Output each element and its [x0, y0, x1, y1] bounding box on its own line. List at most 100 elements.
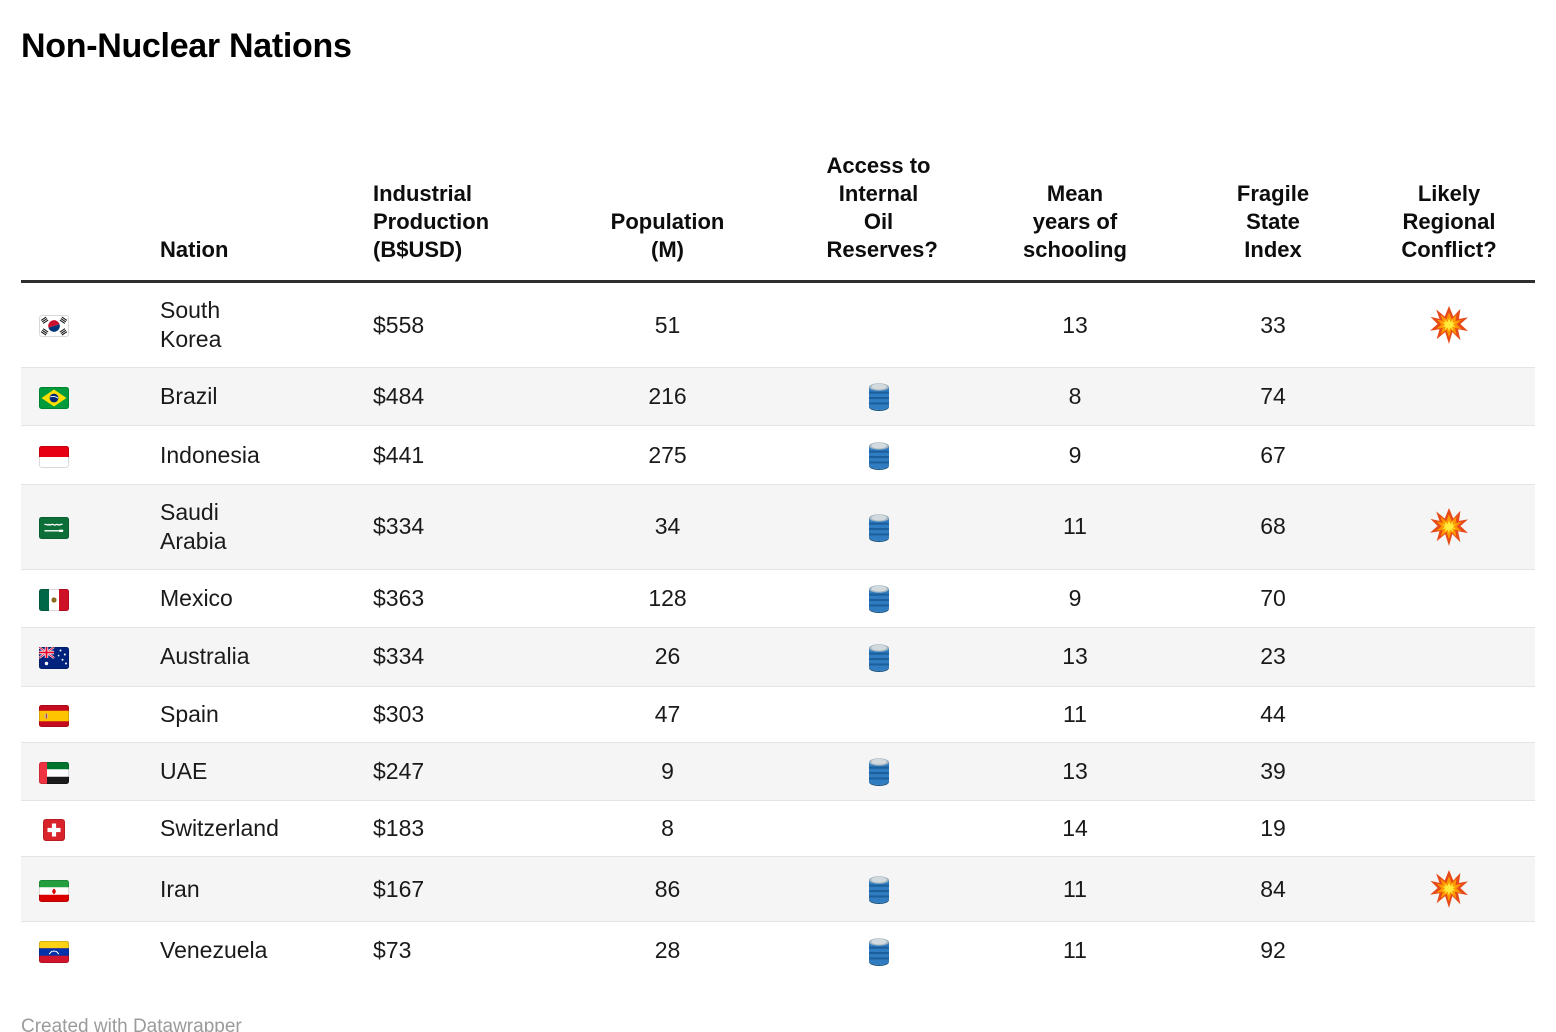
cell-schooling: 9	[967, 426, 1183, 484]
column-header-schooling: Mean years of schooling	[967, 152, 1183, 283]
cell-schooling: 11	[967, 857, 1183, 922]
cell-nation: Mexico	[140, 569, 373, 627]
schooling-value: 13	[1062, 757, 1088, 784]
industrial_production-value: $247	[373, 757, 425, 784]
cell-schooling: 11	[967, 922, 1183, 980]
schooling-value: 13	[1062, 643, 1088, 670]
flag-mx-icon	[39, 588, 69, 611]
cell-conflict	[1363, 282, 1535, 368]
cell-nation: Venezuela	[140, 922, 373, 980]
cell-schooling: 9	[967, 569, 1183, 627]
cell-industrial_production: $303	[373, 686, 545, 742]
cell-conflict	[1363, 426, 1535, 484]
industrial_production-value: $363	[373, 585, 425, 612]
column-header-population: Population (M)	[545, 152, 790, 283]
cell-schooling: 11	[967, 686, 1183, 742]
column-header-flag	[21, 152, 140, 283]
cell-fragile: 70	[1183, 569, 1363, 627]
oil-drum-icon	[867, 874, 891, 905]
table-row: Indonesia $441 275 9 67	[21, 425, 1535, 484]
table-row: UAE $247 9 13 39	[21, 742, 1535, 801]
population-value: 275	[648, 441, 687, 468]
cell-fragile: 44	[1183, 686, 1363, 742]
cell-conflict	[1363, 857, 1535, 922]
cell-flag	[21, 484, 140, 569]
cell-oil	[790, 282, 967, 368]
cell-population: 47	[545, 686, 790, 742]
header-row: Nation Industrial Production (B$USD) Popul…	[21, 152, 1535, 283]
oil-drum-icon	[867, 642, 891, 673]
schooling-value: 14	[1062, 815, 1088, 842]
industrial_production-value: $303	[373, 700, 425, 727]
cell-nation: Saudi Arabia	[140, 484, 373, 569]
flag-sa-icon	[39, 517, 69, 540]
schooling-value: 9	[1068, 585, 1082, 612]
cell-nation: Brazil	[140, 368, 373, 426]
cell-industrial_production: $247	[373, 742, 545, 800]
schooling-value: 11	[1063, 700, 1087, 727]
cell-fragile: 67	[1183, 426, 1363, 484]
oil-drum-icon	[867, 512, 891, 543]
cell-conflict	[1363, 484, 1535, 569]
fragile-value: 19	[1260, 815, 1286, 842]
collision-icon	[1430, 507, 1468, 546]
cell-population: 28	[545, 922, 790, 980]
table-row: Saudi Arabia $334 34 11 68	[21, 484, 1535, 570]
population-value: 47	[654, 700, 681, 727]
column-header-nation: Nation	[140, 152, 373, 283]
cell-fragile: 19	[1183, 801, 1363, 857]
flag-br-icon	[39, 387, 69, 410]
column-header-conflict: Likely Regional Conflict?	[1363, 152, 1535, 283]
industrial_production-value: $558	[373, 311, 425, 338]
flag-ae-icon	[39, 761, 69, 784]
schooling-value: 9	[1068, 441, 1082, 468]
cell-industrial_production: $73	[373, 922, 545, 980]
collision-icon	[1430, 870, 1468, 909]
column-header-label: Population (M)	[610, 209, 725, 262]
cell-oil	[790, 628, 967, 686]
nation-label: Switzerland	[160, 815, 279, 842]
cell-flag	[21, 368, 140, 426]
collision-icon	[1430, 306, 1468, 344]
cell-fragile: 92	[1183, 922, 1363, 980]
cell-flag	[21, 922, 140, 980]
cell-flag	[21, 742, 140, 800]
population-value: 9	[661, 757, 674, 784]
population-value: 28	[654, 937, 681, 964]
cell-population: 51	[545, 282, 790, 368]
oil-drum-icon	[867, 583, 891, 614]
table-row: Venezuela $73 28 11 92	[21, 921, 1535, 980]
cell-population: 9	[545, 742, 790, 800]
cell-flag	[21, 857, 140, 922]
cell-fragile: 84	[1183, 857, 1363, 922]
cell-nation: Indonesia	[140, 426, 373, 484]
cell-industrial_production: $183	[373, 801, 545, 857]
table-row: Spain $303 47 11 44	[21, 686, 1535, 742]
column-header-label: Access to Internal Oil Reserves?	[826, 153, 938, 262]
schooling-value: 11	[1063, 937, 1087, 964]
schooling-value: 11	[1063, 513, 1087, 540]
population-value: 128	[648, 585, 687, 612]
cell-population: 26	[545, 628, 790, 686]
cell-schooling: 13	[967, 742, 1183, 800]
cell-flag	[21, 628, 140, 686]
cell-conflict	[1363, 628, 1535, 686]
cell-flag	[21, 282, 140, 368]
population-value: 51	[654, 311, 681, 338]
cell-schooling: 8	[967, 368, 1183, 426]
cell-nation: Switzerland	[140, 801, 373, 857]
cell-nation: Iran	[140, 857, 373, 922]
cell-population: 86	[545, 857, 790, 922]
nation-label: Iran	[160, 875, 200, 902]
oil-drum-icon	[867, 440, 891, 471]
cell-fragile: 33	[1183, 282, 1363, 368]
cell-nation: UAE	[140, 742, 373, 800]
cell-oil	[790, 686, 967, 742]
nation-label: UAE	[160, 757, 208, 784]
fragile-value: 33	[1260, 311, 1286, 338]
cell-population: 216	[545, 368, 790, 426]
oil-drum-icon	[867, 756, 891, 787]
industrial_production-value: $334	[373, 513, 425, 540]
cell-conflict	[1363, 801, 1535, 857]
cell-nation: Australia	[140, 628, 373, 686]
